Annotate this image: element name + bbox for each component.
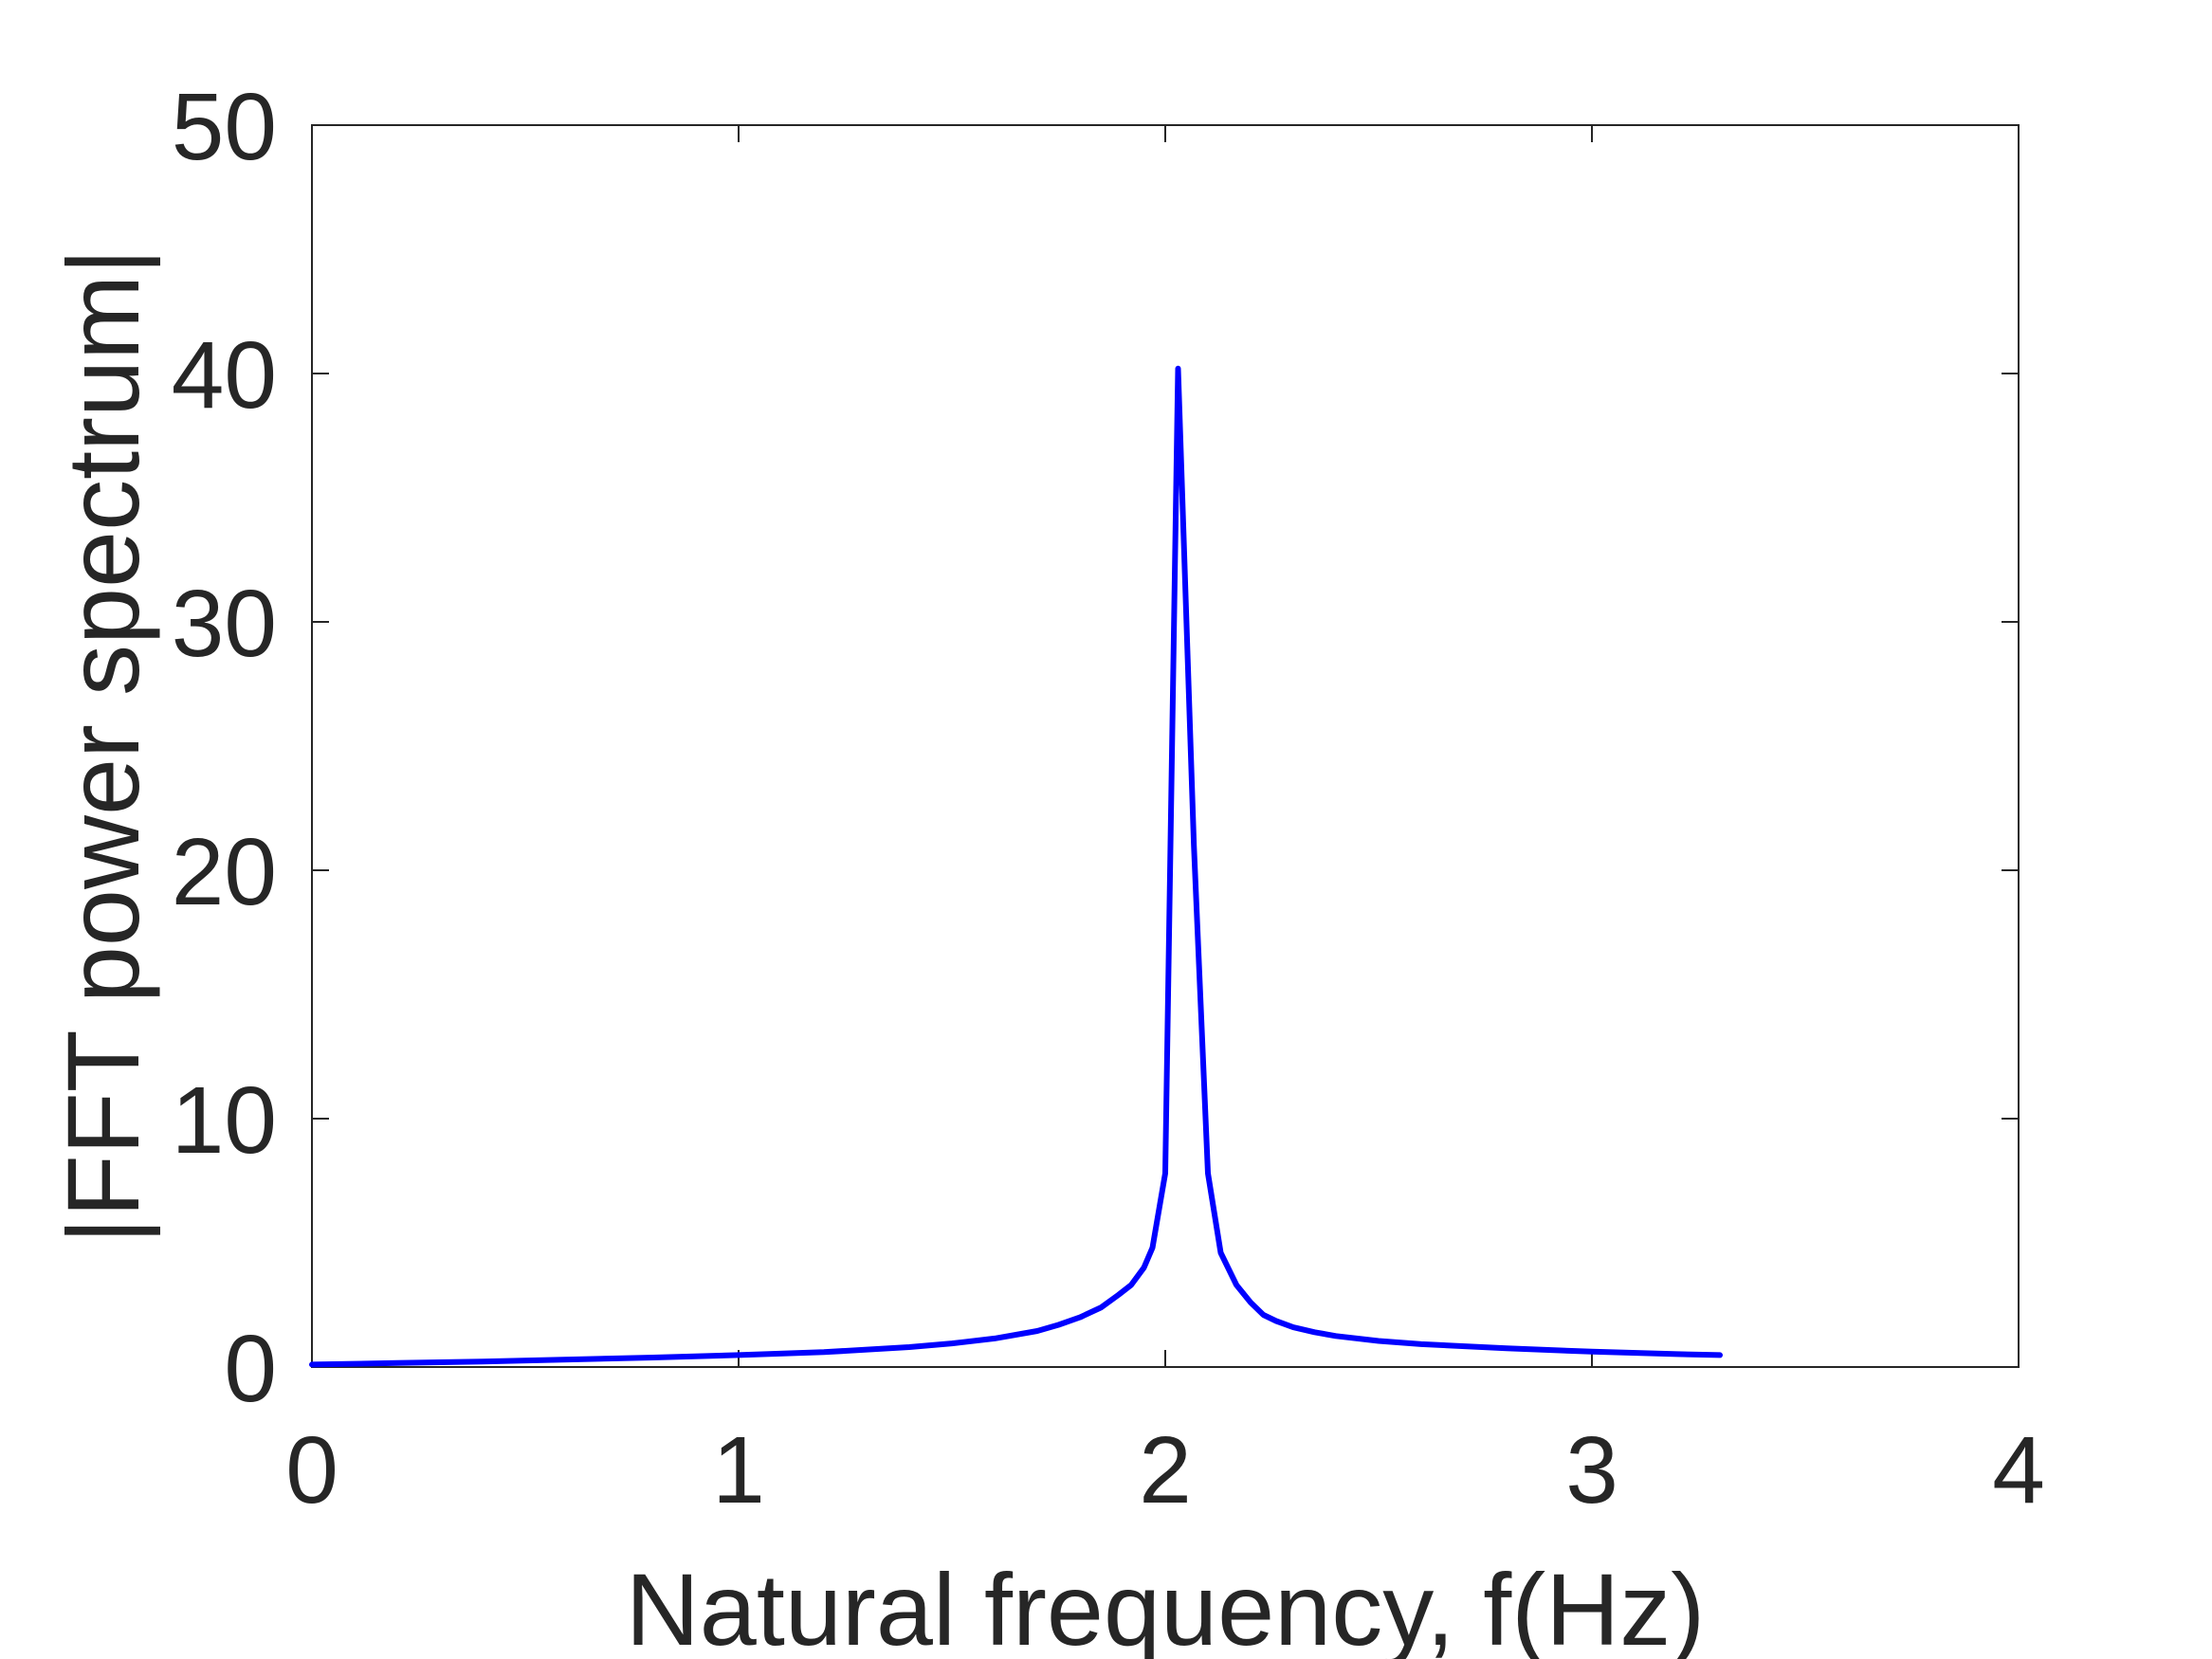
x-tick-label: 3 [1565,1417,1618,1523]
y-tick-label: 0 [224,1316,277,1422]
y-tick-label: 10 [172,1067,277,1174]
x-tick-labels: 0 1 2 3 4 [285,1417,2045,1523]
y-tick-label: 50 [172,74,277,180]
y-tick-label: 20 [172,819,277,925]
y-tick-label: 40 [172,322,277,428]
x-tick-label: 1 [712,1417,765,1523]
y-tick-label: 30 [172,571,277,677]
x-tick-label: 2 [1139,1417,1192,1523]
x-tick-label: 0 [285,1417,338,1523]
x-tick-label: 4 [1992,1417,2045,1523]
x-axis-title: Natural frequency, f(Hz) [626,1552,1705,1659]
series-layer [309,365,1723,1368]
series-line [309,365,1723,1368]
y-tick-labels: 0 10 20 30 40 50 [172,74,277,1422]
y-axis-title: |FFT power spectrum| [46,248,160,1244]
